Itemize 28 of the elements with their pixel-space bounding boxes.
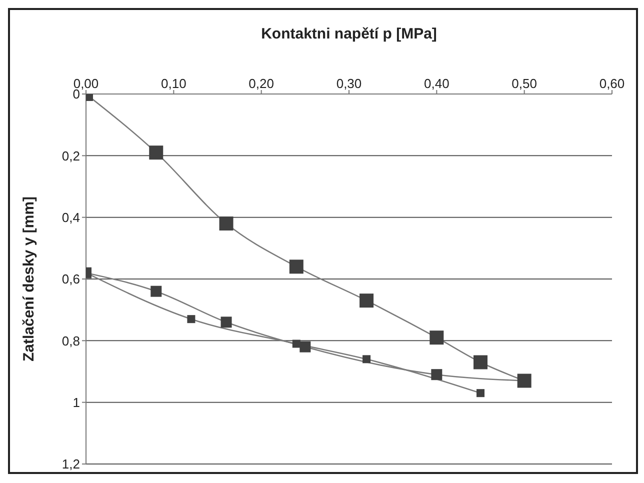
y-tick-label: 0,2	[62, 148, 80, 164]
point	[292, 340, 300, 348]
point	[474, 355, 488, 370]
y-tick-label: 1	[72, 394, 80, 410]
point	[360, 294, 374, 308]
point	[219, 216, 234, 230]
x-tick-label: 0,20	[248, 76, 274, 91]
x-tick-label: 0,40	[424, 76, 450, 91]
point	[362, 355, 371, 364]
point	[187, 315, 196, 324]
point	[431, 369, 442, 380]
y-axis-title: Zatlačení desky y [mm]	[20, 196, 38, 362]
x-tick-label: 0,10	[161, 76, 186, 91]
x-tick-label: 0,30	[336, 76, 362, 91]
y-tick-label: 1,2	[62, 456, 80, 472]
point	[289, 260, 304, 274]
point	[150, 286, 162, 297]
y-tick-label: 0,4	[62, 210, 80, 225]
point	[220, 316, 232, 328]
point	[300, 341, 311, 352]
y-tick-label: 0,8	[62, 333, 80, 348]
point	[430, 330, 444, 345]
y-tick-label: 0,6	[62, 272, 80, 287]
point	[476, 389, 484, 398]
x-tick-label: 0,50	[512, 76, 537, 91]
x-tick-label: 0,60	[599, 76, 625, 91]
x-axis-title: Kontaktni napětí p [MPa]	[261, 26, 437, 43]
point	[149, 146, 164, 160]
